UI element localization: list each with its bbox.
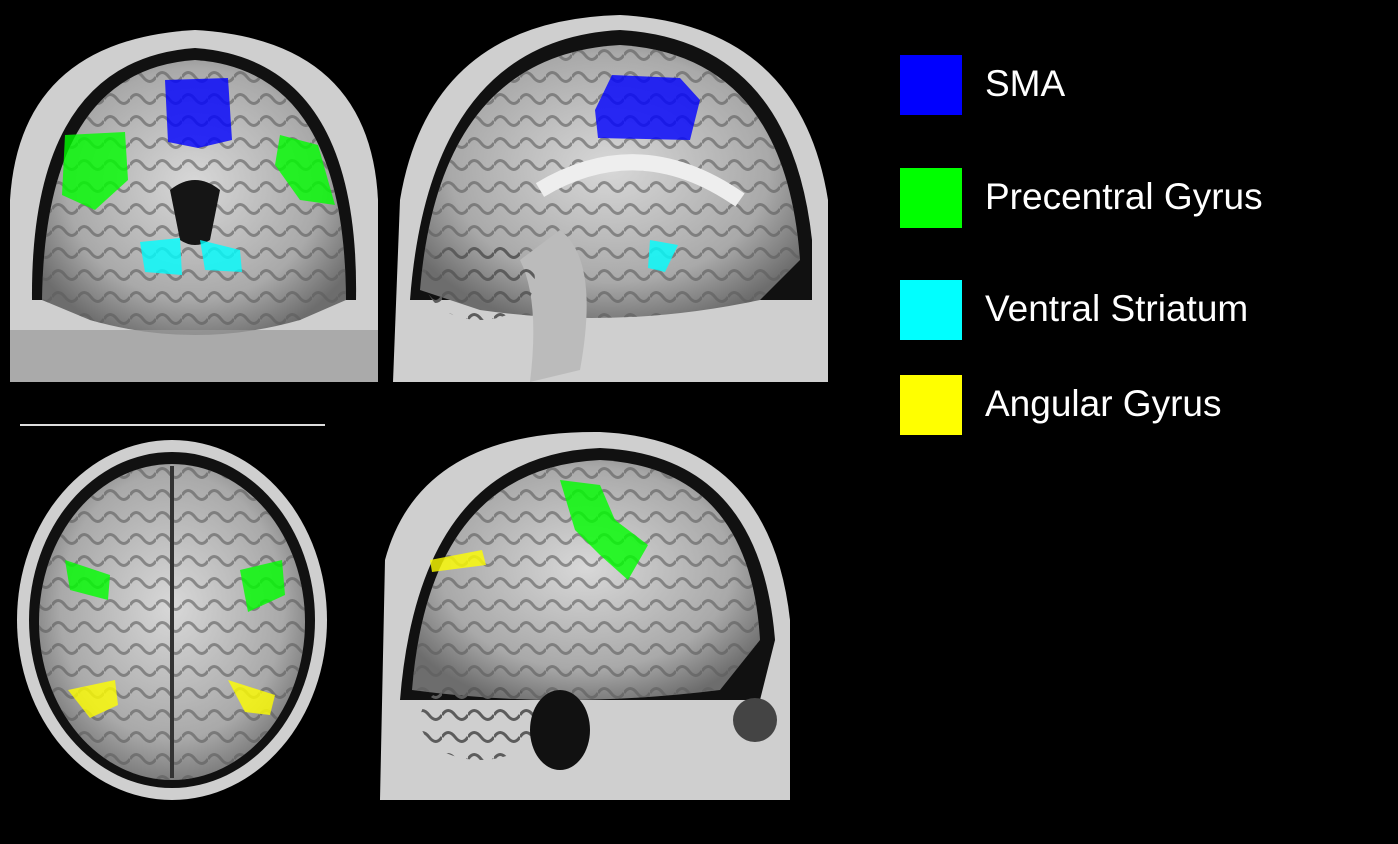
cavity bbox=[530, 690, 590, 770]
region bbox=[560, 480, 648, 580]
ventricles bbox=[170, 180, 220, 245]
gyri bbox=[412, 460, 760, 700]
lateral-sagittal-slice bbox=[380, 431, 790, 800]
legend-label: Ventral Striatum bbox=[985, 288, 1248, 329]
eye bbox=[733, 698, 777, 742]
corpus-callosum bbox=[535, 154, 745, 207]
axial-slice bbox=[17, 440, 327, 800]
legend-label: Angular Gyrus bbox=[985, 383, 1222, 424]
region bbox=[275, 135, 335, 205]
medial-sagittal-slice bbox=[393, 15, 828, 382]
region bbox=[65, 560, 110, 600]
legend-swatch bbox=[900, 280, 962, 340]
region bbox=[228, 680, 275, 715]
cerebellum bbox=[425, 240, 535, 320]
region bbox=[430, 550, 486, 572]
region bbox=[62, 132, 128, 210]
region bbox=[140, 238, 182, 275]
legend-label: SMA bbox=[985, 63, 1066, 104]
legend-label: Precentral Gyrus bbox=[985, 176, 1263, 217]
legend-swatch bbox=[900, 168, 962, 228]
region bbox=[240, 560, 285, 612]
region bbox=[200, 240, 242, 272]
legend-swatch bbox=[900, 55, 962, 115]
cerebellum bbox=[420, 680, 540, 760]
legend-swatch bbox=[900, 375, 962, 435]
region bbox=[595, 75, 700, 140]
region bbox=[68, 680, 118, 718]
neck bbox=[10, 330, 378, 382]
region bbox=[648, 240, 678, 272]
region bbox=[165, 78, 232, 148]
brainstem bbox=[520, 230, 587, 382]
